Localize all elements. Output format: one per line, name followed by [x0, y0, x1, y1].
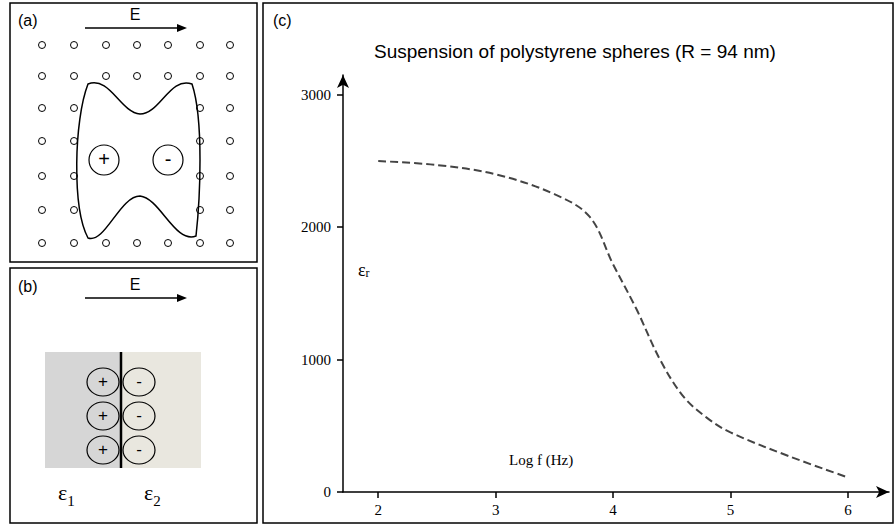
svg-text:(b): (b): [18, 278, 38, 295]
svg-text:(c): (c): [273, 12, 292, 29]
svg-text:Log f (Hz): Log f (Hz): [509, 452, 573, 469]
svg-text:ε: ε: [358, 260, 366, 280]
svg-text:+: +: [98, 148, 110, 170]
svg-text:-: -: [136, 406, 142, 425]
svg-text:-: -: [165, 148, 172, 170]
svg-text:(a): (a): [18, 12, 38, 29]
svg-text:ε2: ε2: [144, 480, 161, 509]
svg-text:2000: 2000: [301, 219, 331, 235]
svg-text:5: 5: [727, 502, 735, 518]
svg-text:Suspension of polystyrene sphe: Suspension of polystyrene spheres (R = 9…: [374, 41, 776, 62]
svg-text:3: 3: [492, 502, 500, 518]
svg-text:+: +: [98, 440, 108, 459]
svg-text:3000: 3000: [301, 87, 331, 103]
svg-text:E: E: [130, 6, 141, 23]
svg-text:ε1: ε1: [58, 480, 75, 509]
svg-text:E: E: [130, 276, 141, 293]
svg-text:r: r: [366, 266, 370, 280]
svg-text:1000: 1000: [301, 352, 331, 368]
svg-text:-: -: [136, 372, 142, 391]
svg-text:2: 2: [374, 502, 382, 518]
svg-text:+: +: [98, 406, 108, 425]
svg-text:4: 4: [609, 502, 617, 518]
svg-text:-: -: [136, 440, 142, 459]
svg-text:0: 0: [324, 484, 332, 500]
svg-text:6: 6: [844, 502, 852, 518]
svg-text:+: +: [98, 372, 108, 391]
